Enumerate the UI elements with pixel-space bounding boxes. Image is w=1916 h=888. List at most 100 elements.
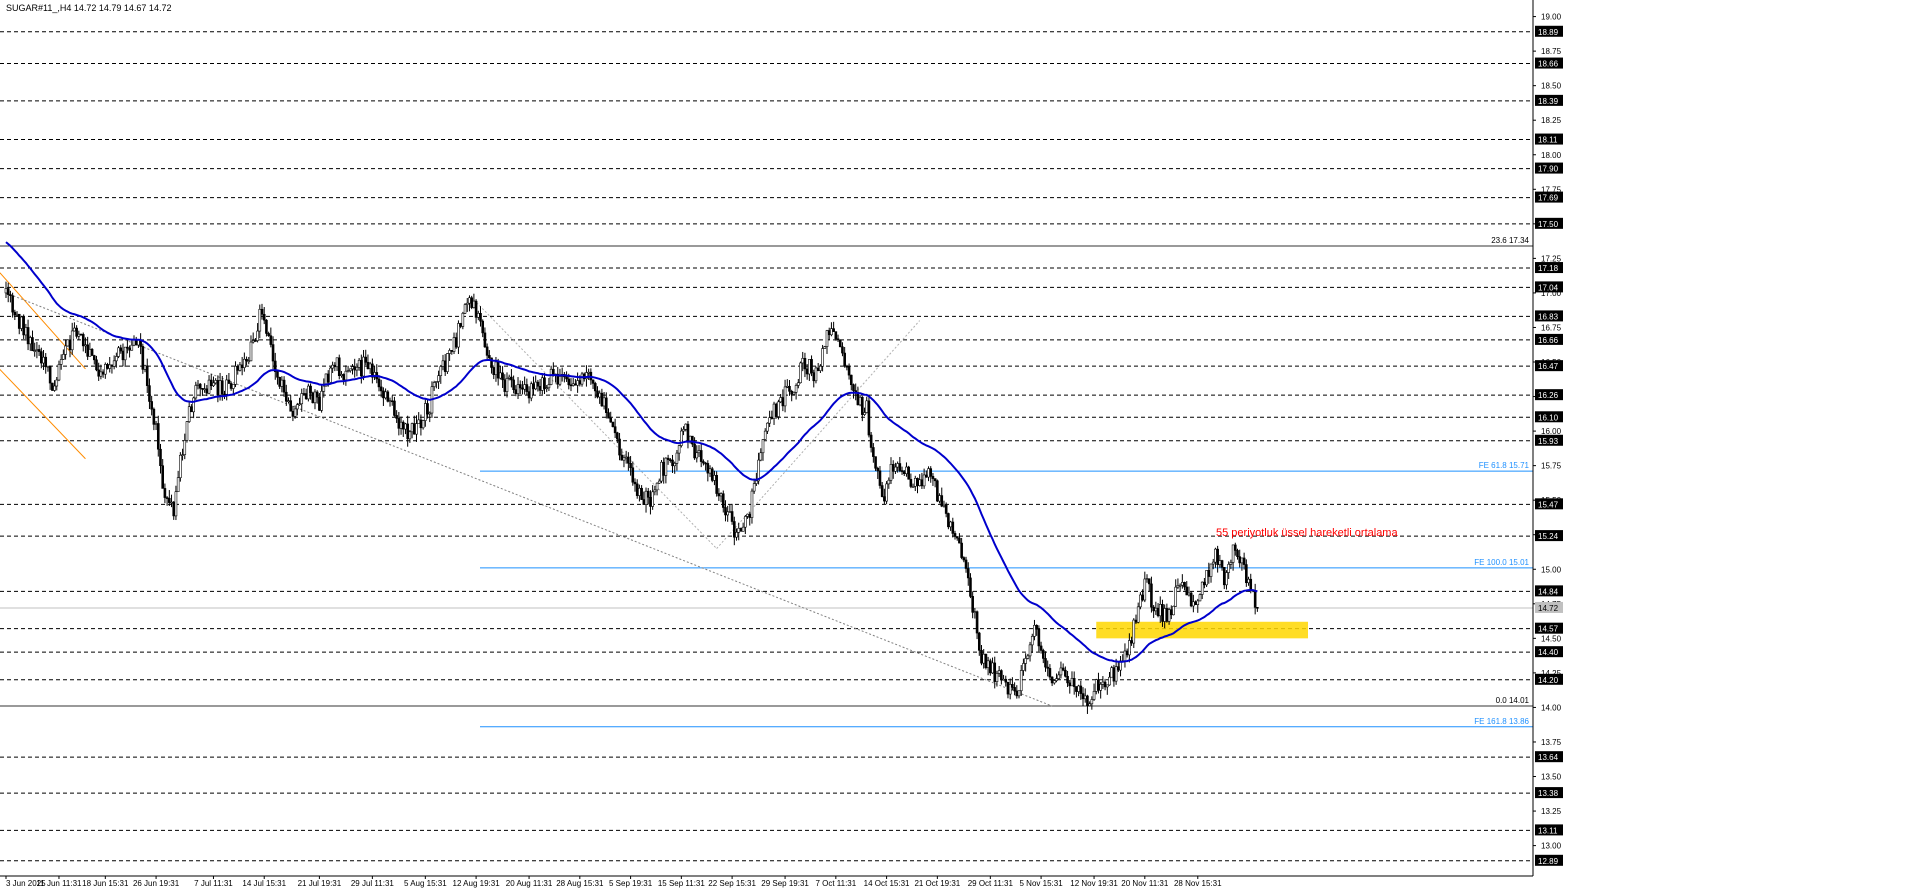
- candle-body: [962, 557, 966, 561]
- candle-body: [227, 379, 231, 384]
- candle-body: [858, 396, 862, 406]
- candle-body: [605, 397, 608, 413]
- candle-body: [841, 346, 844, 354]
- candle-body: [99, 371, 103, 377]
- candle-body: [390, 400, 394, 403]
- candle-body: [525, 384, 529, 392]
- candle-body: [788, 385, 791, 392]
- candle-body: [404, 423, 407, 430]
- candle-body: [302, 393, 306, 395]
- candle-body: [441, 360, 445, 367]
- candle-body: [699, 450, 703, 462]
- candle-body: [362, 356, 365, 377]
- candle-body: [424, 403, 427, 421]
- candle-body: [340, 374, 343, 377]
- candle-body: [1072, 678, 1076, 687]
- candle-body: [395, 415, 398, 419]
- candle-body: [891, 463, 895, 472]
- candle-body: [794, 385, 798, 393]
- candle-body: [977, 632, 981, 651]
- candle-body: [552, 368, 555, 376]
- candle-body: [821, 348, 824, 367]
- candle-body: [936, 480, 939, 502]
- candle-body: [353, 366, 357, 371]
- y-tick-label: 14.25: [1541, 669, 1562, 678]
- candle-body: [243, 358, 246, 368]
- candle-body: [1245, 564, 1248, 584]
- level-tag-label: 18.11: [1538, 136, 1558, 145]
- candle-body: [161, 465, 164, 489]
- candle-body: [172, 501, 176, 517]
- candle-body: [574, 383, 577, 386]
- candle-body: [913, 477, 917, 487]
- candle-body: [260, 308, 264, 315]
- candle-body: [262, 313, 266, 321]
- candle-body: [368, 363, 372, 370]
- candle-body: [726, 511, 729, 516]
- candle-body: [922, 474, 926, 487]
- candle-body: [46, 365, 50, 368]
- candle-body: [101, 371, 105, 375]
- candle-body: [174, 491, 178, 517]
- candle-body: [499, 372, 502, 379]
- candle-body: [715, 474, 718, 494]
- candle-body: [326, 373, 330, 383]
- candle-body: [521, 387, 524, 390]
- candle-body: [496, 361, 500, 379]
- candle-body: [104, 364, 107, 375]
- candle-body: [607, 412, 610, 419]
- candle-body: [929, 468, 933, 477]
- candle-body: [1026, 655, 1030, 659]
- candle-body: [1231, 544, 1235, 563]
- level-tag-label: 14.84: [1538, 587, 1559, 596]
- candle-body: [73, 327, 76, 332]
- candle-body: [201, 388, 204, 390]
- candle-body: [205, 388, 209, 394]
- candle-body: [123, 346, 127, 361]
- candle-body: [291, 410, 295, 417]
- candle-body: [159, 448, 162, 467]
- level-tag-label: 17.69: [1538, 194, 1559, 203]
- candle-body: [220, 380, 224, 395]
- candle-body: [1092, 691, 1096, 700]
- candle-body: [348, 368, 352, 372]
- candle-body: [284, 391, 288, 402]
- x-tick-label: 14 Jul 15:31: [242, 879, 286, 888]
- candle-body: [24, 327, 28, 336]
- candle-body: [234, 365, 237, 385]
- candle-body: [415, 423, 418, 435]
- level-tag-bg: [1535, 434, 1563, 446]
- candle-body: [203, 388, 206, 391]
- candle-body: [691, 435, 694, 445]
- candle-body: [1035, 624, 1038, 630]
- level-tag-bg: [1535, 389, 1563, 401]
- candle-body: [748, 513, 752, 518]
- candle-body: [527, 391, 531, 399]
- level-tag-bg: [1535, 751, 1563, 763]
- candle-body: [982, 653, 986, 664]
- candle-body: [1183, 582, 1186, 588]
- candle-body: [585, 372, 588, 380]
- candle-body: [971, 596, 974, 613]
- candle-body: [1008, 684, 1012, 695]
- candle-body: [832, 328, 835, 332]
- level-tag-label: 17.04: [1538, 283, 1559, 292]
- candle-body: [635, 483, 639, 496]
- candle-body: [543, 377, 546, 389]
- candle-body: [251, 340, 255, 343]
- ema-line: [5, 241, 1258, 663]
- candle-body: [706, 463, 710, 474]
- candle-body: [975, 611, 979, 634]
- candle-body: [1240, 557, 1244, 564]
- candle-body: [181, 454, 184, 456]
- candle-body: [856, 392, 860, 406]
- candle-body: [1030, 636, 1034, 646]
- candle-body: [1187, 592, 1191, 596]
- candle-body: [997, 670, 1001, 674]
- candle-body: [770, 417, 774, 419]
- level-tag-label: 13.38: [1538, 789, 1559, 798]
- candle-body: [311, 392, 315, 404]
- candle-body: [1216, 548, 1219, 565]
- candle-body: [1178, 584, 1182, 587]
- candle-body: [980, 650, 983, 664]
